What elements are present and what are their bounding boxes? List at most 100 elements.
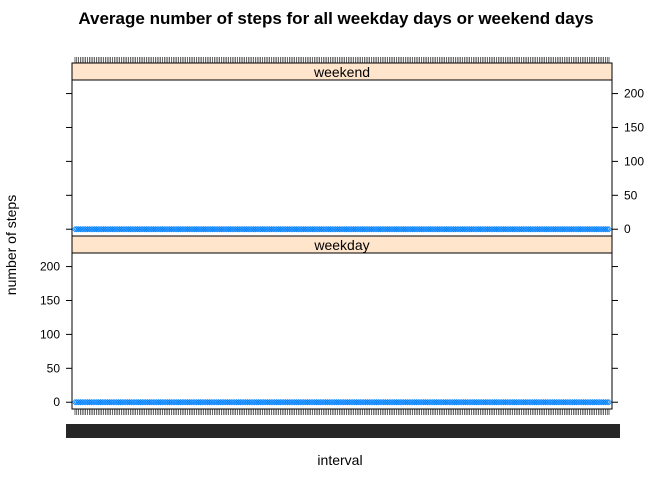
data-point <box>480 226 488 233</box>
data-point <box>182 399 189 406</box>
data-point <box>164 399 171 406</box>
strip-label-weekday: weekday <box>313 237 369 253</box>
data-point <box>584 226 591 233</box>
data-point <box>387 399 395 406</box>
data-point <box>84 399 91 406</box>
data-point <box>496 226 504 233</box>
data-point <box>249 399 257 406</box>
data-point <box>457 226 464 233</box>
data-point <box>148 226 155 233</box>
data-point <box>218 399 226 406</box>
data-point <box>77 399 84 406</box>
data-point <box>445 226 452 233</box>
data-point <box>524 399 531 406</box>
data-point <box>362 226 370 233</box>
data-point <box>509 399 516 406</box>
data-point <box>304 399 311 406</box>
data-point <box>580 226 588 233</box>
data-point <box>189 226 197 233</box>
x-tick-labels-overplotted <box>66 424 620 438</box>
data-point <box>284 226 291 233</box>
data-point <box>516 399 524 406</box>
data-point <box>124 399 131 406</box>
data-point <box>507 226 514 233</box>
y-axis-right-weekend: 0 50 100 150 200 <box>66 87 644 236</box>
data-point <box>95 399 102 406</box>
data-point <box>505 226 513 233</box>
data-point <box>113 399 120 406</box>
data-point <box>537 226 545 233</box>
data-point <box>207 226 214 233</box>
data-point <box>245 226 252 233</box>
data-point <box>297 399 304 406</box>
data-point <box>159 226 166 233</box>
data-point <box>433 399 440 406</box>
data-point <box>157 399 164 406</box>
data-point <box>267 399 275 406</box>
data-point <box>446 226 454 233</box>
data-point <box>396 226 404 233</box>
data-point <box>502 226 509 233</box>
data-point <box>471 399 478 406</box>
data-point <box>307 226 314 233</box>
data-point <box>333 399 340 406</box>
data-point <box>128 399 135 406</box>
data-point <box>525 399 533 406</box>
data-point <box>552 226 559 233</box>
data-point <box>418 226 425 233</box>
data-point <box>144 399 151 406</box>
data-point <box>357 226 364 233</box>
data-point <box>536 399 544 406</box>
data-point <box>362 399 369 406</box>
data-point <box>350 226 357 233</box>
data-point <box>405 226 413 233</box>
data-point <box>491 226 498 233</box>
data-point <box>437 226 445 233</box>
data-point <box>286 226 293 233</box>
data-point <box>311 399 318 406</box>
data-point <box>504 399 511 406</box>
data-point <box>211 226 218 233</box>
data-point <box>475 226 482 233</box>
data-point <box>180 399 188 406</box>
data-point <box>422 399 429 406</box>
data-point <box>177 399 184 406</box>
data-point <box>289 226 297 233</box>
data-point <box>456 399 464 406</box>
data-point <box>429 226 436 233</box>
data-point <box>89 399 97 406</box>
data-point <box>382 226 389 233</box>
data-point <box>118 226 125 233</box>
data-point <box>193 399 200 406</box>
data-point <box>323 226 330 233</box>
data-point <box>230 226 238 233</box>
data-point <box>498 226 506 233</box>
data-point <box>99 399 106 406</box>
data-point <box>136 226 143 233</box>
data-point <box>309 226 316 233</box>
data-point <box>533 399 540 406</box>
data-point <box>289 399 297 406</box>
data-point <box>482 399 489 406</box>
data-point <box>211 399 219 406</box>
data-point <box>530 226 538 233</box>
data-point <box>226 399 233 406</box>
data-point <box>495 399 502 406</box>
data-point <box>220 226 227 233</box>
data-point <box>139 226 147 233</box>
data-point <box>320 226 327 233</box>
data-point <box>71 226 79 233</box>
data-point <box>121 226 129 233</box>
data-point <box>325 226 332 233</box>
data-point <box>487 399 495 406</box>
data-point <box>539 226 547 233</box>
data-point <box>287 226 295 233</box>
y-tick-label: 200 <box>40 260 60 274</box>
data-point <box>411 399 418 406</box>
data-point <box>241 226 248 233</box>
data-point <box>587 226 595 233</box>
data-point <box>576 399 584 406</box>
data-point <box>195 399 202 406</box>
data-point <box>205 226 213 233</box>
data-point <box>464 399 471 406</box>
